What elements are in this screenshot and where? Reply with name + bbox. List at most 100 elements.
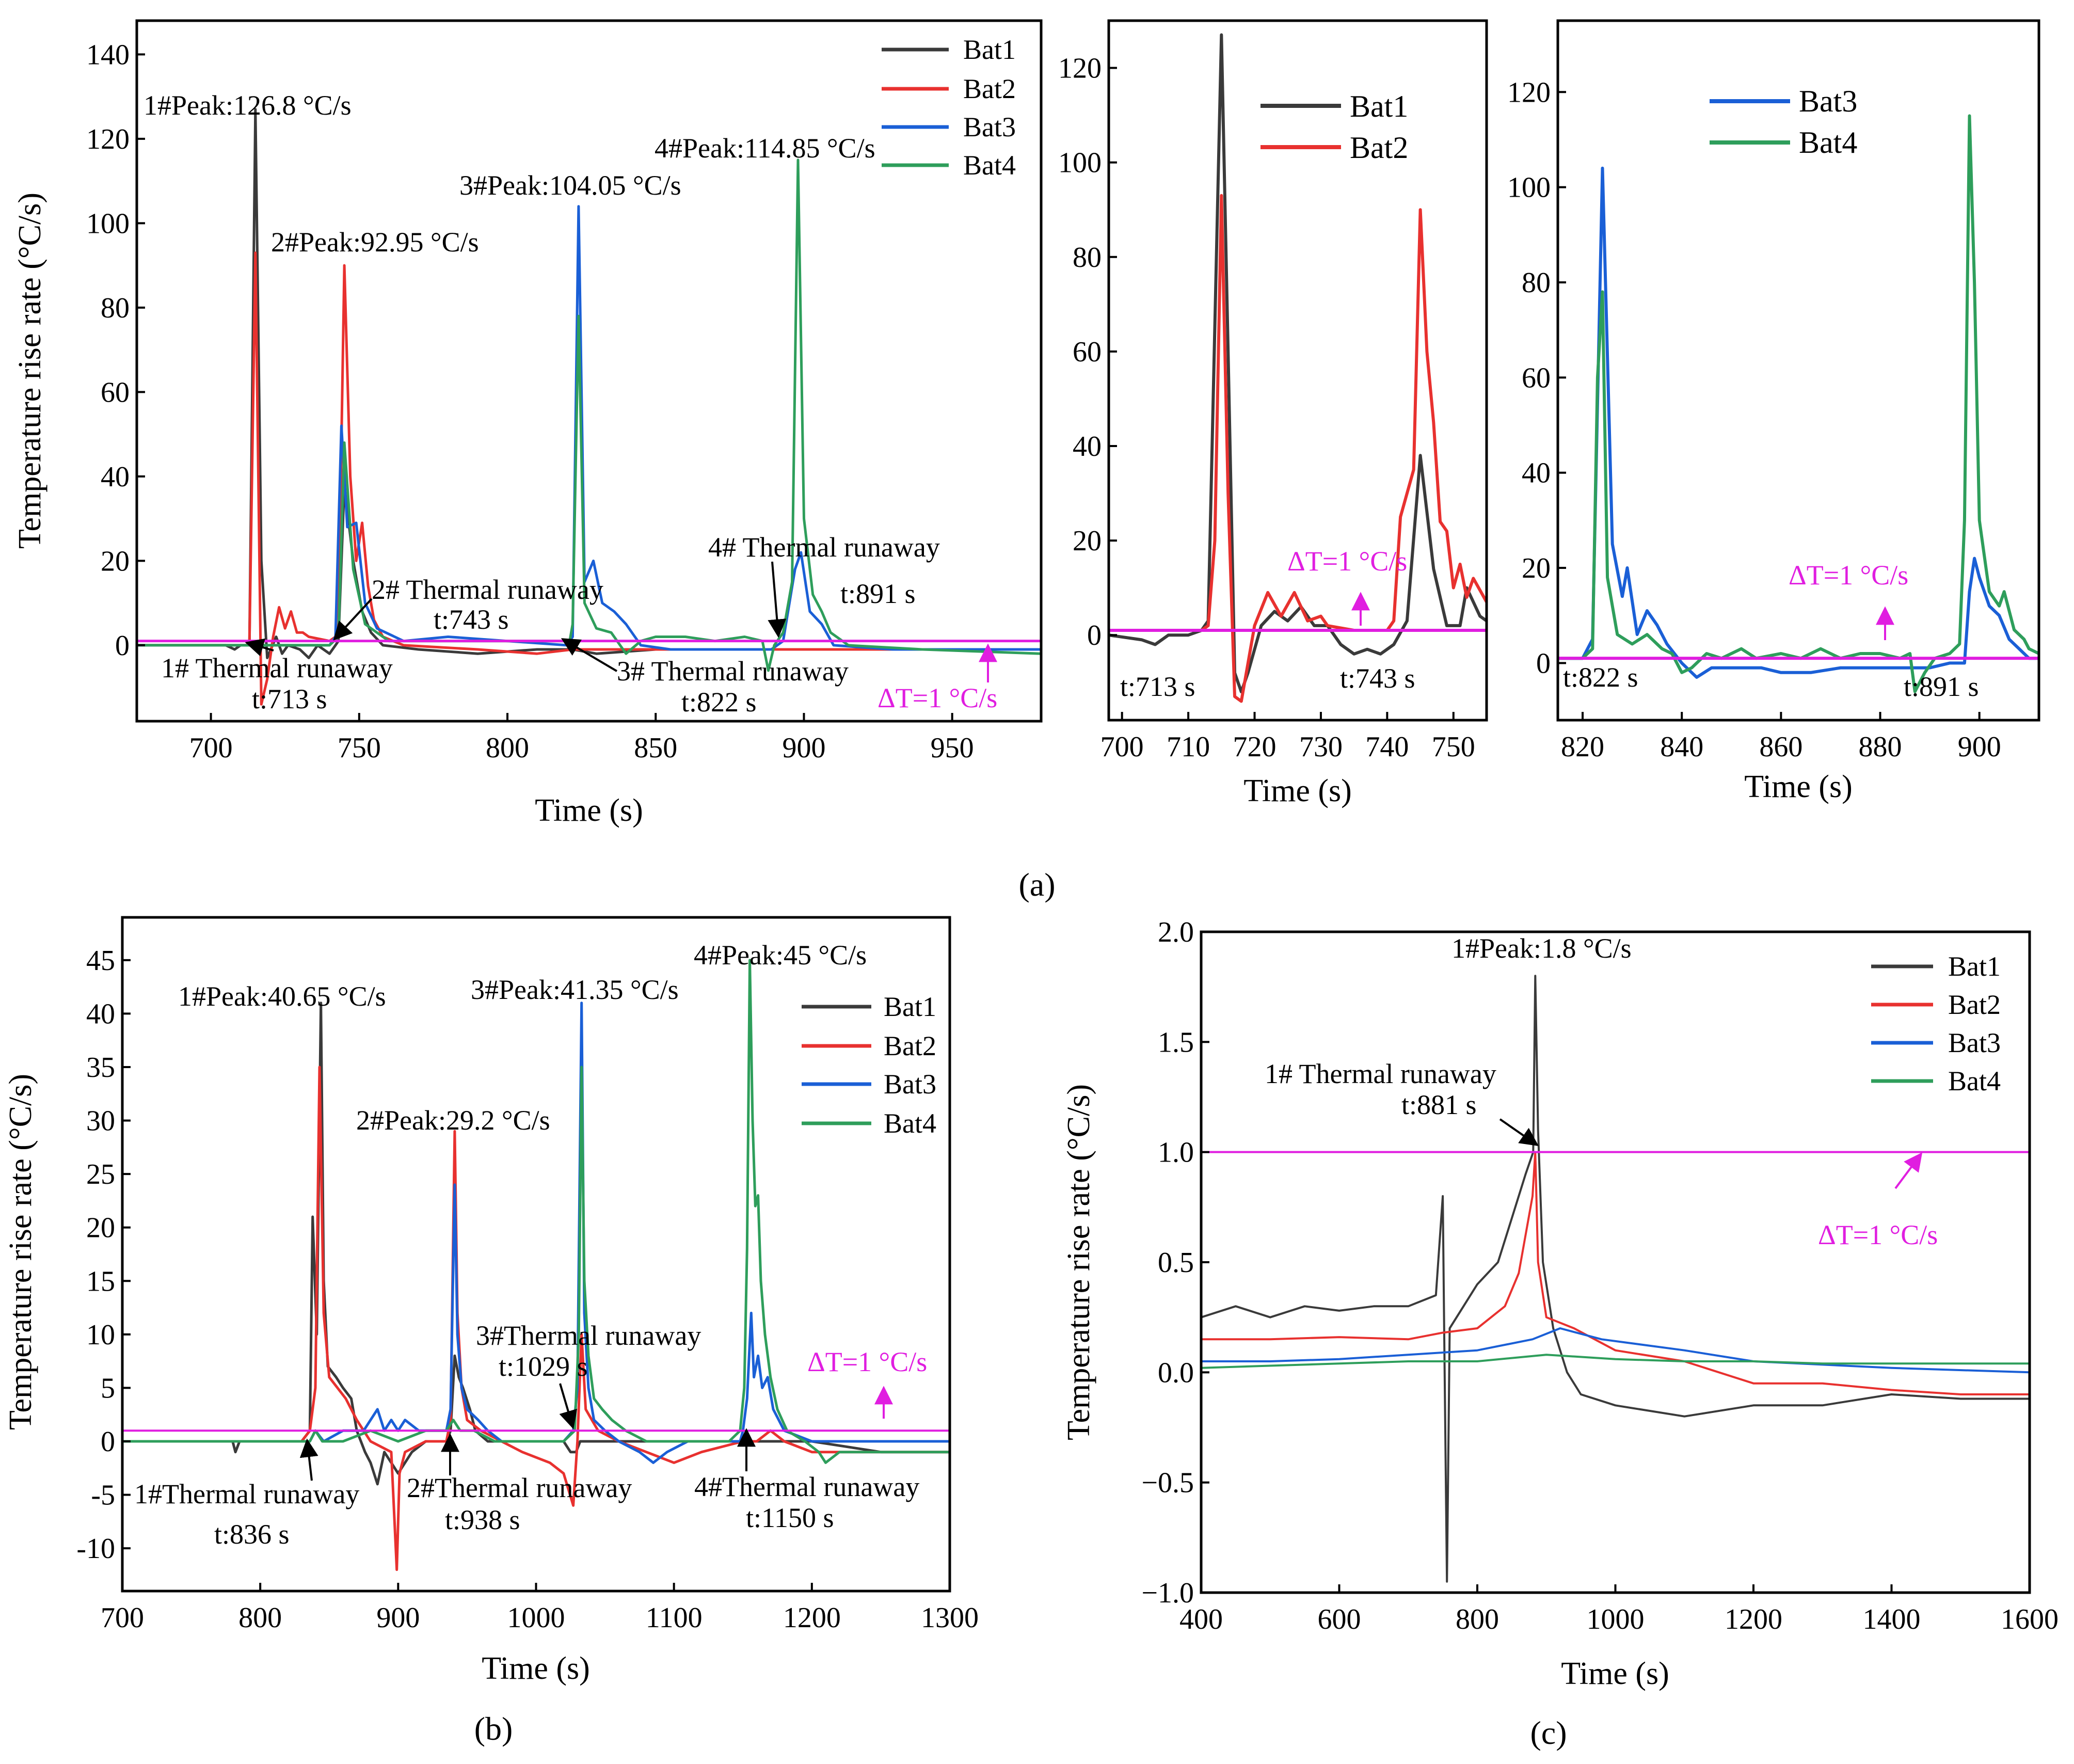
panel-a-zoom1-chart: 700 710 720 730 740 750 0 20 40 60 80 100 120 Time (…	[1058, 19, 1488, 808]
y-tick-label: −0.5	[1141, 1467, 1194, 1499]
annotation-runaway-1-time: t:713 s	[252, 684, 327, 714]
annotation-runaway-1-time: t:881 s	[1401, 1089, 1477, 1120]
x-tick-label: 700	[1100, 731, 1144, 763]
series-layer	[1558, 114, 2039, 693]
panel-c-chart: 400 600 800 1000 1200 1400 1600 −1.0 −0.5 0.0 0.5 1…	[1061, 916, 2059, 1691]
annotation-runaway-2-time: t:938 s	[445, 1504, 520, 1535]
y-tick-label: 80	[1073, 242, 1102, 274]
annotation-time-822: t:822 s	[1563, 662, 1638, 693]
tick-layer: 700 750 800 850 900 950 0 20 40 60 80 100 120 140	[86, 39, 974, 764]
tick-layer: 820 840 860 880 900 0 20 40 60 80 100 120	[1507, 76, 2001, 763]
legend: Bat1 Bat2	[1261, 89, 1408, 165]
y-tick-label: 80	[1522, 267, 1551, 299]
annotation-runaway-1: 1# Thermal runaway	[1265, 1058, 1496, 1089]
series-line-bat2	[122, 1066, 950, 1571]
annotation-peak-4: 4#Peak:114.85 °C/s	[655, 133, 875, 164]
y-tick-label: 0	[1087, 619, 1102, 651]
tick-layer: 400 600 800 1000 1200 1400 1600 −1.0 −0.5 0.0 0.5 1…	[1141, 916, 2059, 1635]
y-axis-label: Temperature rise rate (°C/s)	[1061, 1084, 1096, 1440]
x-tick-label: 750	[338, 732, 381, 764]
x-tick-label: 750	[1432, 731, 1475, 763]
series-line-bat3	[137, 205, 1041, 651]
y-tick-label: 0	[115, 630, 130, 662]
y-tick-label: 20	[1073, 525, 1102, 557]
caption-b: (b)	[474, 1710, 513, 1747]
x-tick-label: 1600	[2001, 1603, 2059, 1635]
y-tick-label: 100	[86, 208, 130, 240]
annotation-runaway-2: 2# Thermal runaway	[372, 574, 603, 605]
y-tick-label: 20	[1522, 552, 1551, 584]
x-tick-label: 1100	[646, 1602, 703, 1634]
y-tick-label: 140	[86, 39, 130, 71]
plot-frame	[1556, 19, 2040, 722]
caption-a: (a)	[1018, 866, 1055, 903]
plot-frame	[1200, 930, 2031, 1594]
y-tick-label: 100	[1058, 147, 1102, 179]
annotation-runaway-3: 3# Thermal runaway	[617, 656, 849, 687]
series-layer	[122, 959, 950, 1571]
annotation-runaway-4: 4# Thermal runaway	[708, 532, 940, 563]
y-tick-label: 120	[1058, 53, 1102, 85]
legend: Bat1 Bat2 Bat3 Bat4	[802, 991, 936, 1139]
x-tick-label: 900	[782, 732, 825, 764]
arrow-runaway-3	[559, 1383, 578, 1429]
arrow-runaway-2	[333, 598, 373, 641]
arrow-runaway-1	[1499, 1118, 1539, 1147]
annotation-runaway-3: 3#Thermal runaway	[476, 1320, 701, 1351]
legend-label-bat3: Bat3	[1799, 84, 1857, 118]
y-tick-label: 20	[101, 545, 130, 577]
y-axis-label: Temperature rise rate (°C/s)	[3, 1074, 38, 1430]
y-tick-label: 0	[101, 1426, 115, 1458]
series-line-bat2	[1109, 194, 1487, 703]
plot-frame	[121, 916, 951, 1593]
annotation-peak-1: 1#Peak:126.8 °C/s	[143, 90, 352, 121]
series-line-bat2	[1201, 1151, 2030, 1395]
y-tick-label: 25	[86, 1158, 115, 1190]
annotation-peak-4: 4#Peak:45 °C/s	[694, 940, 867, 971]
x-axis-label: Time (s)	[482, 1651, 590, 1686]
x-tick-label: 400	[1179, 1603, 1223, 1635]
annotation-runaway-1-time: t:836 s	[214, 1519, 290, 1550]
x-tick-label: 860	[1759, 731, 1802, 763]
series-line-bat1	[122, 1002, 950, 1486]
legend-label-bat2: Bat2	[1948, 989, 2001, 1020]
legend-label-bat3: Bat3	[884, 1069, 936, 1100]
legend-label-bat4: Bat4	[1799, 125, 1857, 160]
annotation-runaway-2-time: t:743 s	[434, 604, 509, 635]
y-tick-label: 35	[86, 1052, 115, 1084]
legend-label-bat3: Bat3	[1948, 1027, 2001, 1058]
x-tick-label: 820	[1561, 731, 1604, 763]
y-axis-label: Temperature rise rate (°C/s)	[12, 193, 47, 549]
x-tick-label: 730	[1299, 731, 1343, 763]
x-tick-label: 600	[1318, 1603, 1361, 1635]
y-tick-label: 45	[86, 945, 115, 977]
annotation-runaway-2: 2#Thermal runaway	[407, 1472, 632, 1503]
x-tick-label: 740	[1365, 731, 1409, 763]
x-tick-label: 700	[101, 1602, 144, 1634]
y-tick-label: 0.5	[1158, 1247, 1194, 1279]
annotation-peak-3: 3#Peak:104.05 °C/s	[459, 170, 681, 201]
legend-label-bat2: Bat2	[963, 73, 1016, 104]
x-tick-label: 1200	[1725, 1603, 1782, 1635]
series-line-bat4	[1558, 114, 2039, 693]
annotation-peak-2: 2#Peak:92.95 °C/s	[271, 227, 479, 258]
annotation-runaway-1: 1#Thermal runaway	[134, 1479, 359, 1509]
caption-c: (c)	[1530, 1714, 1567, 1751]
threshold-label: ΔT=1 °C/s	[878, 682, 997, 713]
y-tick-label: 120	[1507, 76, 1551, 108]
y-tick-label: 0	[1536, 647, 1551, 679]
plot-frame	[135, 19, 1043, 723]
annotation-runaway-1: 1# Thermal runaway	[161, 653, 393, 684]
series-line-bat3	[122, 1002, 950, 1464]
y-tick-label: -5	[91, 1480, 115, 1512]
plot-frame	[1107, 19, 1488, 722]
threshold-arrow	[1894, 1152, 1923, 1189]
series-line-bat3	[1558, 166, 2039, 679]
y-tick-label: 60	[101, 376, 130, 408]
y-tick-label: 100	[1507, 172, 1551, 204]
x-tick-label: 1400	[1863, 1603, 1921, 1635]
y-tick-label: 1.0	[1158, 1137, 1194, 1169]
series-line-bat1	[1201, 975, 2030, 1583]
tick-layer: 700 710 720 730 740 750 0 20 40 60 80 100 120	[1058, 53, 1475, 763]
